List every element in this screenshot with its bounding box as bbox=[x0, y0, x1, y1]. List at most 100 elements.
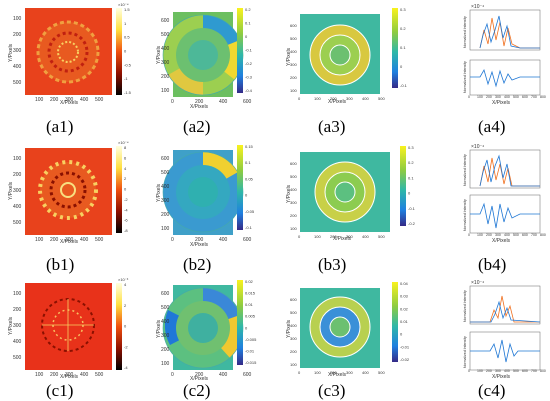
panel-b3 bbox=[300, 146, 406, 232]
x-tick-label: 400 bbox=[80, 97, 89, 103]
y-tick-label: 400 bbox=[13, 204, 22, 210]
y-tick-label: 500 bbox=[290, 36, 297, 41]
x-tick-label: 200 bbox=[50, 97, 59, 103]
colorbar-tick-label: -0.3 bbox=[245, 75, 253, 80]
x-axis-label: X/Pixels bbox=[190, 242, 209, 248]
y-axis-label: Y/Pixels bbox=[286, 319, 292, 338]
y-tick-label: 200 bbox=[161, 74, 170, 80]
y-axis-label: Y/Pixels bbox=[8, 181, 14, 200]
y-tick-label: 300 bbox=[161, 198, 170, 204]
y-tick-label: 300 bbox=[161, 333, 170, 339]
colorbar-tick-label: 0.1 bbox=[400, 45, 406, 50]
x-tick-label: 400 bbox=[219, 372, 228, 378]
x-tick-label: 400 bbox=[504, 233, 510, 237]
x-tick-label: 600 bbox=[243, 237, 252, 243]
x-tick-label: 500 bbox=[95, 97, 104, 103]
x-axis-label: X/Pixels bbox=[60, 374, 79, 380]
x-tick-label: 200 bbox=[195, 372, 204, 378]
y-tick-label: 400 bbox=[161, 46, 170, 52]
x-tick-label: 500 bbox=[95, 237, 104, 243]
y-tick-label: 100 bbox=[290, 362, 297, 367]
y-tick-label: 500 bbox=[13, 80, 22, 86]
caption-c2: (c2) bbox=[183, 381, 210, 400]
caption-b2: (b2) bbox=[183, 255, 211, 274]
caption-b3: (b3) bbox=[318, 255, 346, 274]
colorbar bbox=[237, 145, 243, 230]
colorbar-tick-label: 0 bbox=[400, 332, 403, 337]
colorbar-tick-label: 0.04 bbox=[400, 281, 409, 286]
x-tick-label: 500 bbox=[378, 234, 385, 239]
colorbar-tick-label: -4 bbox=[124, 207, 128, 212]
exponent-label: ×10⁻⁴ bbox=[471, 144, 484, 150]
x-tick-label: 100 bbox=[314, 234, 321, 239]
y-axis-label: Y/Pixels bbox=[8, 316, 14, 335]
colorbar-tick-label: 0.02 bbox=[400, 306, 409, 311]
caption-a2: (a2) bbox=[183, 117, 210, 136]
colorbar-tick-label: -0.1 bbox=[400, 83, 408, 88]
panel-b1 bbox=[25, 146, 122, 235]
colorbar-tick-label: 1 bbox=[124, 21, 127, 26]
x-tick-label: 100 bbox=[477, 233, 483, 237]
colorbar-exponent: ×10⁻³ bbox=[118, 277, 129, 282]
colorbar-tick-label: -0.02 bbox=[400, 357, 410, 362]
colorbar-tick-label: -0.2 bbox=[408, 221, 416, 226]
y-tick-label: 100 bbox=[13, 291, 22, 297]
colorbar-tick-label: 4 bbox=[124, 282, 127, 287]
colorbar bbox=[116, 146, 122, 233]
x-tick-label: 0 bbox=[468, 369, 470, 373]
y-tick-label: 300 bbox=[290, 200, 297, 205]
y-tick-label: 500 bbox=[161, 170, 170, 176]
x-tick-label: 200 bbox=[486, 95, 492, 99]
x-tick-label: 300 bbox=[346, 96, 353, 101]
panel-b2 bbox=[162, 145, 244, 235]
caption-c4: (c4) bbox=[478, 381, 505, 400]
colorbar-tick-label: 4 bbox=[124, 166, 127, 171]
caption-a3: (a3) bbox=[318, 117, 345, 136]
colorbar-tick-label: -0.1 bbox=[245, 48, 253, 53]
y-tick-label: 200 bbox=[290, 349, 297, 354]
y-axis-label: Normalized Intensity bbox=[463, 154, 467, 186]
caption-b4: (b4) bbox=[478, 255, 506, 274]
x-tick-label: 800 bbox=[540, 95, 546, 99]
colorbar bbox=[392, 8, 398, 88]
x-tick-label: 800 bbox=[540, 233, 546, 237]
caption-b1: (b1) bbox=[46, 255, 74, 274]
colorbar-tick-label: -0.015 bbox=[245, 360, 257, 365]
y-tick-label: 600 bbox=[161, 156, 170, 162]
x-tick-label: 800 bbox=[540, 369, 546, 373]
colorbar-tick-label: 1.5 bbox=[124, 7, 130, 12]
colorbar-tick-label: 0 bbox=[400, 64, 403, 69]
y-tick-label: 200 bbox=[13, 32, 22, 38]
x-tick-label: 400 bbox=[362, 234, 369, 239]
colorbar-tick-label: 0.005 bbox=[245, 314, 256, 319]
y-axis-label: Y/Pixels bbox=[286, 184, 292, 203]
x-tick-label: 500 bbox=[378, 370, 385, 375]
x-tick-label: 0 bbox=[171, 99, 174, 105]
panel-c1 bbox=[25, 283, 122, 370]
x-axis-label: X/Pixels bbox=[492, 100, 511, 106]
y-tick-label: 100 bbox=[161, 361, 170, 367]
x-tick-label: 100 bbox=[477, 369, 483, 373]
x-tick-label: 500 bbox=[513, 233, 519, 237]
x-tick-label: 500 bbox=[513, 95, 519, 99]
colorbar-tick-label: 0.01 bbox=[400, 319, 409, 324]
y-tick-label: 200 bbox=[161, 212, 170, 218]
x-tick-label: 300 bbox=[346, 234, 353, 239]
y-tick-label: 100 bbox=[161, 226, 170, 232]
y-tick-label: 400 bbox=[161, 184, 170, 190]
colorbar-tick-label: 0 bbox=[124, 187, 127, 192]
panel-a3 bbox=[300, 8, 398, 94]
y-tick-label: 400 bbox=[13, 64, 22, 70]
x-tick-label: 0 bbox=[298, 234, 301, 239]
colorbar-tick-label: 0.03 bbox=[400, 294, 409, 299]
exponent-label: ×10⁻⁴ bbox=[471, 4, 484, 10]
x-tick-label: 500 bbox=[378, 96, 385, 101]
x-axis-label: X/Pixels bbox=[333, 236, 352, 242]
panel-c2 bbox=[162, 280, 244, 370]
y-tick-label: 500 bbox=[290, 310, 297, 315]
caption-c3: (c3) bbox=[318, 381, 345, 400]
colorbar-tick-label: 0.15 bbox=[245, 144, 254, 149]
colorbar-tick-label: -8 bbox=[124, 228, 128, 233]
